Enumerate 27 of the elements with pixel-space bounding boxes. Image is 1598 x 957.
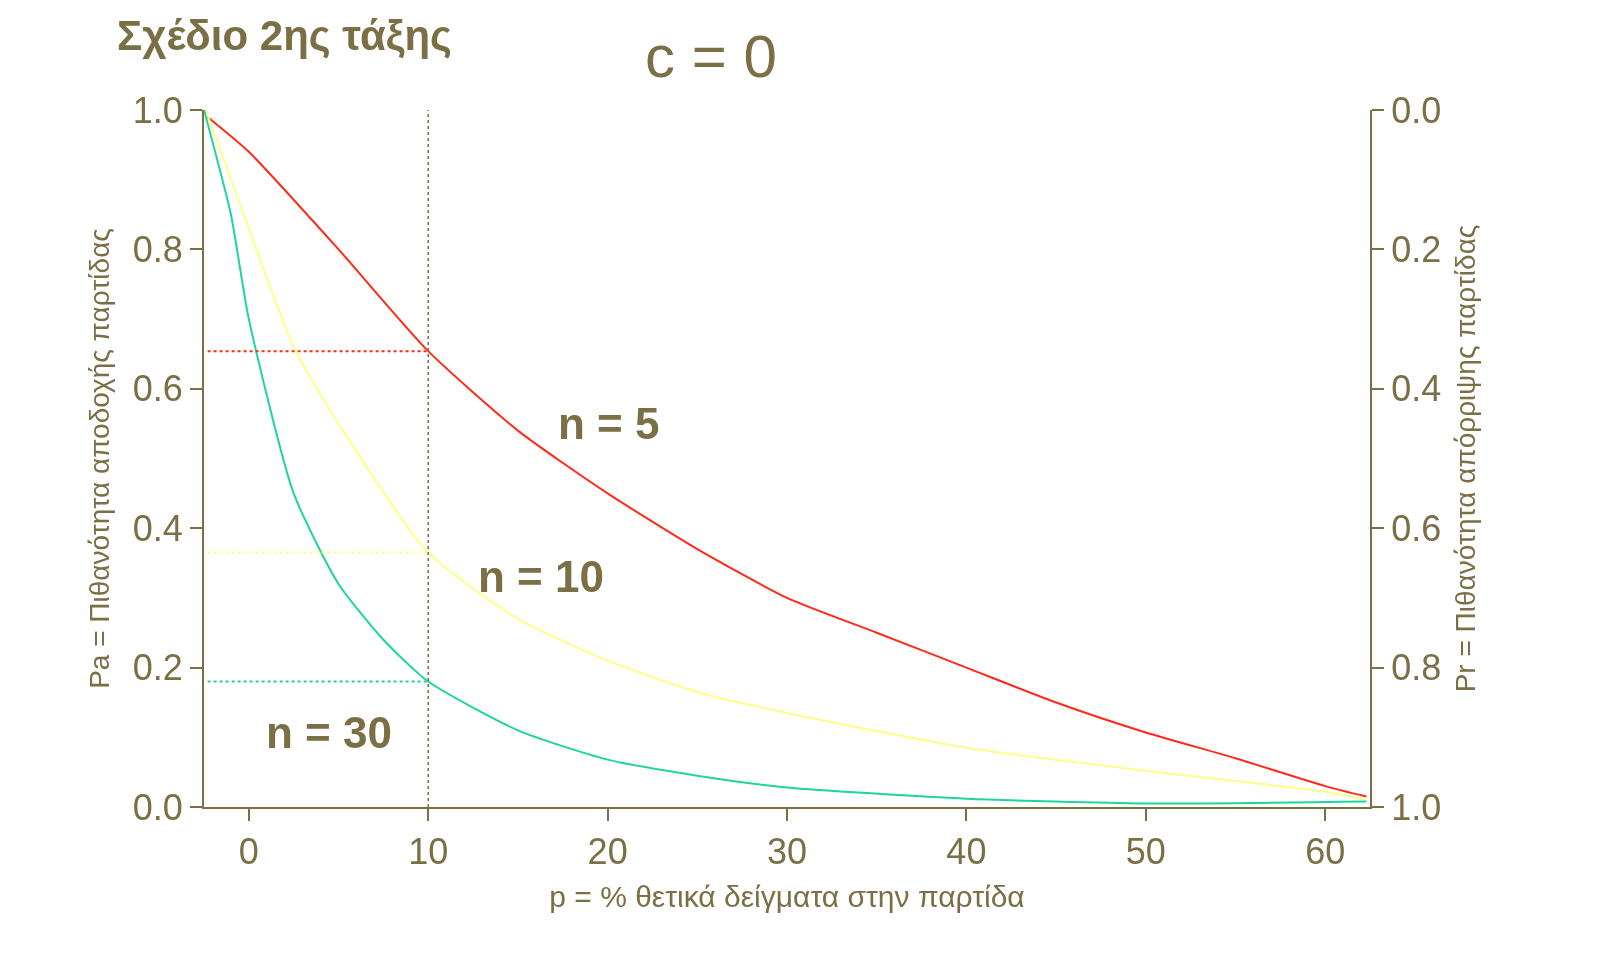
y-tick-label: 1.0 — [132, 89, 183, 131]
series-label: n = 5 — [558, 399, 660, 448]
x-tick-label: 30 — [766, 831, 808, 873]
x-tick-label: 0 — [238, 831, 259, 873]
chart-subtitle: c = 0 — [645, 23, 777, 90]
y2-tick-label: 0.0 — [1391, 89, 1442, 131]
chart-title: Σχέδιο 2ης τάξης — [117, 12, 452, 59]
x-axis-title: p = % θετικά δείγματα στην παρτίδα — [549, 880, 1025, 914]
y-tick-label: 0.4 — [132, 507, 183, 549]
y-tick-label: 0.8 — [132, 229, 183, 270]
y-tick-label: 0.0 — [132, 786, 183, 828]
y2-tick-label: 0.4 — [1391, 368, 1442, 410]
x-tick-label: 40 — [946, 831, 987, 873]
y2-tick-label: 1.0 — [1391, 786, 1442, 828]
series-label: n = 10 — [478, 552, 604, 601]
x-tick-label: 60 — [1305, 831, 1346, 873]
y-axis-title: Pa = Πιθανότητα αποδοχής παρτίδας — [83, 228, 115, 689]
y2-tick-label: 0.6 — [1391, 507, 1442, 549]
x-tick-label: 10 — [408, 831, 449, 873]
y2-axis-title: Pr = Πιθανότητα απόρριψης παρτίδας — [1449, 224, 1481, 693]
y-tick-label: 0.2 — [132, 647, 183, 689]
x-tick-label: 50 — [1125, 831, 1166, 873]
x-tick-label: 20 — [587, 831, 628, 873]
y-tick-label: 0.6 — [132, 368, 183, 410]
series-label: n = 30 — [266, 708, 392, 757]
y2-tick-label: 0.2 — [1391, 229, 1442, 270]
y2-tick-label: 0.8 — [1391, 647, 1442, 689]
